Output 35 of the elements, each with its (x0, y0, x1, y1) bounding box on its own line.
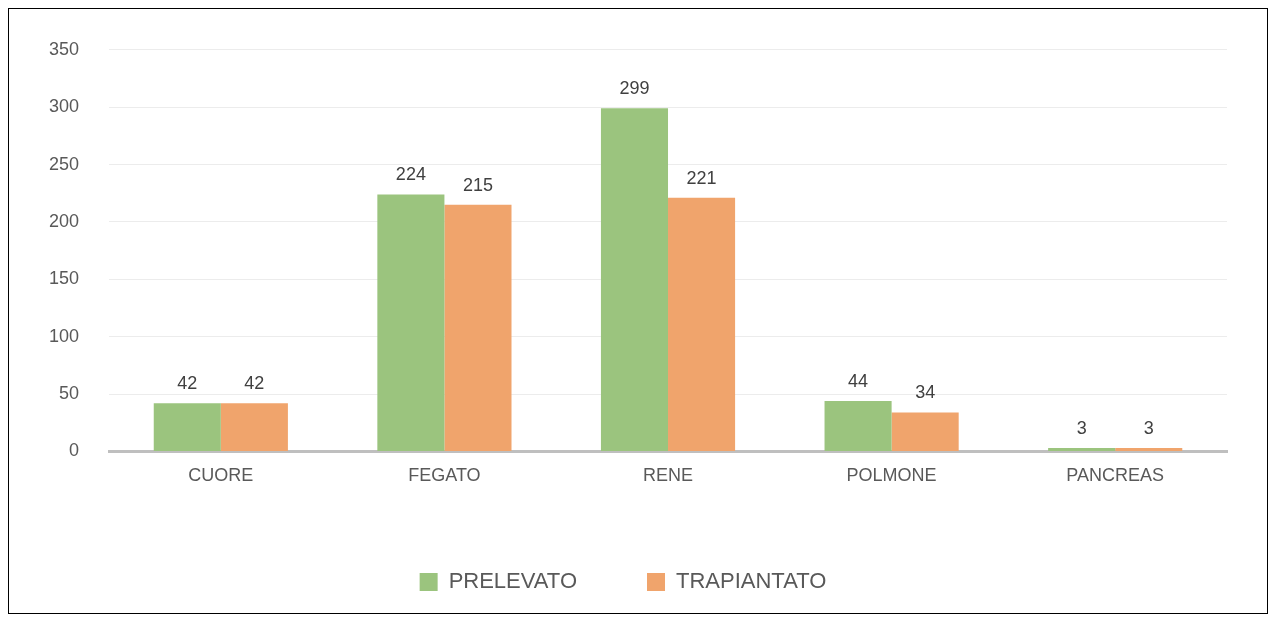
data-label: 224 (395, 164, 426, 185)
bar (1048, 447, 1116, 451)
legend-label: PRELEVATO (448, 568, 578, 594)
y-tick-label: 150 (48, 268, 80, 289)
bar (377, 194, 445, 451)
y-tick-label: 0 (69, 440, 80, 461)
x-tick-label: FEGATO (408, 465, 481, 486)
bar (891, 412, 959, 451)
data-label: 34 (915, 382, 936, 403)
y-tick-label: 200 (48, 210, 80, 231)
y-tick-label: 300 (48, 96, 80, 117)
bar (153, 403, 221, 451)
bar (600, 108, 669, 451)
data-label: 299 (619, 78, 650, 99)
data-label: 42 (244, 373, 265, 394)
data-label: 44 (848, 370, 869, 391)
bar (220, 403, 288, 451)
data-label: 3 (1143, 417, 1154, 438)
bar (444, 204, 512, 451)
legend-label: TRAPIANTATO (676, 568, 827, 594)
x-tick-label: PANCREAS (1066, 465, 1165, 486)
x-tick-label: RENE (643, 465, 694, 486)
y-tick-label: 350 (48, 38, 80, 59)
data-label: 42 (177, 373, 198, 394)
x-tick-label: CUORE (188, 465, 254, 486)
data-label: 221 (686, 167, 717, 188)
x-tick-label: POLMONE (846, 465, 937, 486)
data-label: 215 (462, 174, 493, 195)
bar (668, 197, 736, 451)
data-label: 3 (1076, 417, 1087, 438)
bar (824, 400, 892, 451)
y-tick-label: 100 (48, 325, 80, 346)
y-tick-label: 250 (48, 153, 80, 174)
y-tick-label: 50 (59, 383, 80, 403)
bar (1115, 447, 1183, 451)
